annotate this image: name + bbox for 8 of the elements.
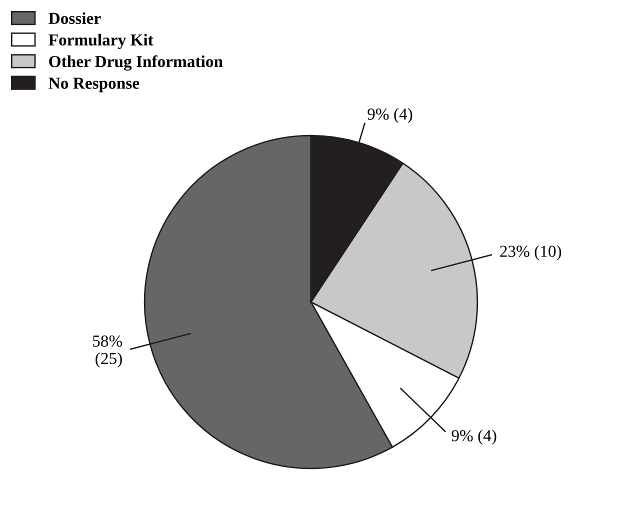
data-label: 9% (4) [452,430,496,445]
data-label: 23% (10) [500,245,562,260]
data-label: 9% (4) [368,108,412,124]
legend-label: Other Drug Information [49,55,223,71]
data-label: 58% (25) [93,335,122,368]
legend-label: Dossier [48,12,101,24]
legend-label: Formulary Kit [48,34,154,49]
legend-label: No Response [48,78,140,92]
